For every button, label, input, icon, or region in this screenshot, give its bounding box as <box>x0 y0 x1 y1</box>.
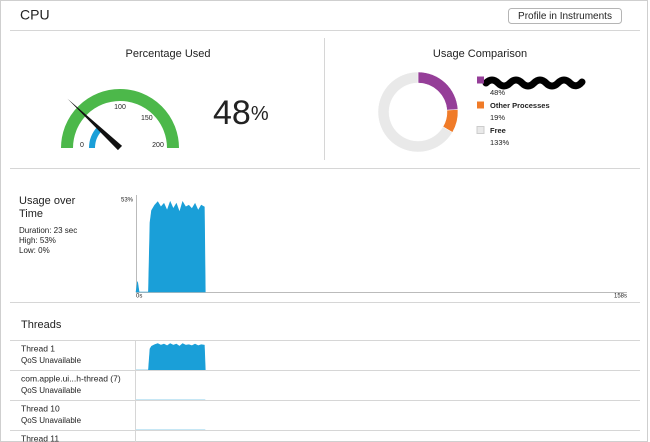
usage-area <box>135 200 206 293</box>
thread-qos: QoS Unavailable <box>21 356 82 365</box>
x-tick-label: 0s <box>136 294 142 300</box>
legend-value: 48% <box>490 88 505 97</box>
legend-swatch <box>477 76 484 84</box>
profile-button-label[interactable]: Profile in Instruments <box>518 11 612 22</box>
gauge-title: Percentage Used <box>126 48 211 60</box>
thread-name: Thread 11 <box>21 433 59 442</box>
legend-value: 19% <box>490 113 505 122</box>
legend-swatch <box>476 126 485 134</box>
gauge-tick-label: 150 <box>141 115 153 122</box>
gauge-value-unit: % <box>251 103 269 125</box>
thread-qos: QoS Unavailable <box>21 416 82 425</box>
donut-segment <box>377 71 453 153</box>
legend-value: 133% <box>490 138 510 147</box>
gauge-value-number: 48 <box>213 94 251 132</box>
redacted-name <box>482 76 586 90</box>
comparison-title: Usage Comparison <box>433 48 527 60</box>
usage-low: Low: 0% <box>19 246 50 255</box>
thread-name: Thread 1 <box>21 343 55 353</box>
usage-high: High: 53% <box>19 236 56 245</box>
usage-duration: Duration: 23 sec <box>19 226 77 235</box>
legend-name: Other Processes <box>490 101 550 110</box>
profile-button[interactable] <box>508 8 622 24</box>
legend-swatch <box>477 101 484 109</box>
gauge-needle <box>67 98 123 151</box>
y-tick-label: 53% <box>121 198 134 204</box>
usage-title: Usage over <box>19 195 76 207</box>
thread-name: Thread 10 <box>21 403 60 413</box>
header-title: CPU <box>20 7 50 23</box>
usage-title: Time <box>19 208 43 220</box>
threads-title: Threads <box>21 319 62 331</box>
gauge-tick-label: 0 <box>80 142 84 149</box>
gauge-arc <box>61 89 179 149</box>
gauge-tick-label: 100 <box>114 104 126 111</box>
thread-name: com.apple.ui...h-thread (7) <box>21 373 121 383</box>
gauge-tick-label: 200 <box>152 142 164 149</box>
legend-name: Free <box>490 126 506 135</box>
thread-qos: QoS Unavailable <box>21 386 82 395</box>
gauge-value: 48% <box>213 94 269 132</box>
x-tick-label: 158s <box>614 294 627 300</box>
